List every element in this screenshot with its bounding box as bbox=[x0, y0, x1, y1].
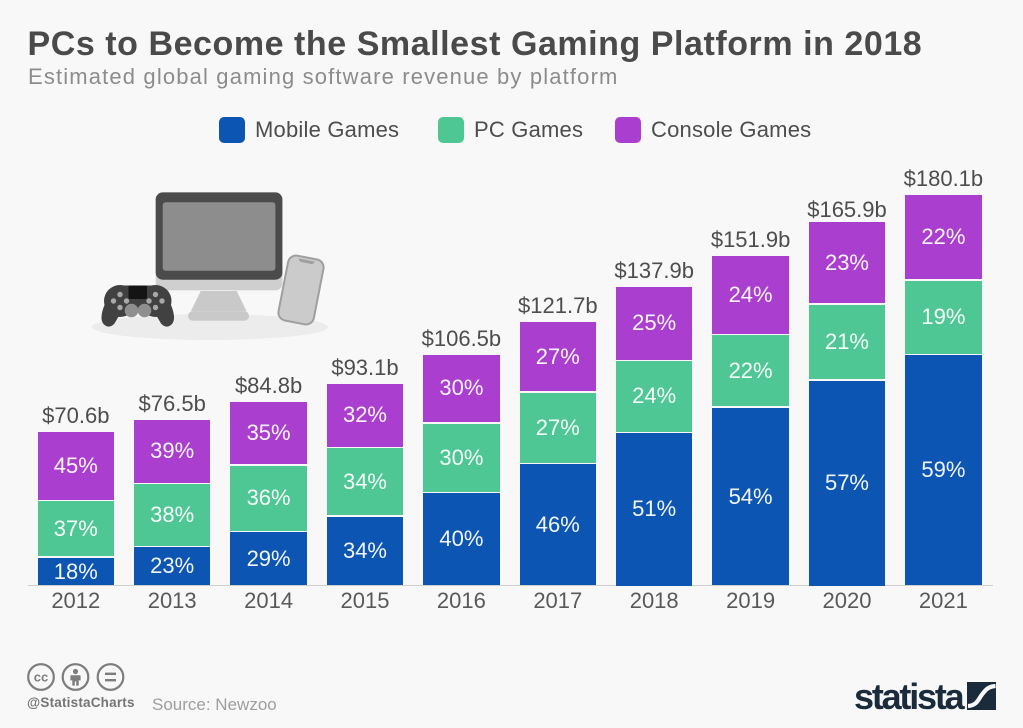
svg-text:cc: cc bbox=[34, 670, 48, 685]
